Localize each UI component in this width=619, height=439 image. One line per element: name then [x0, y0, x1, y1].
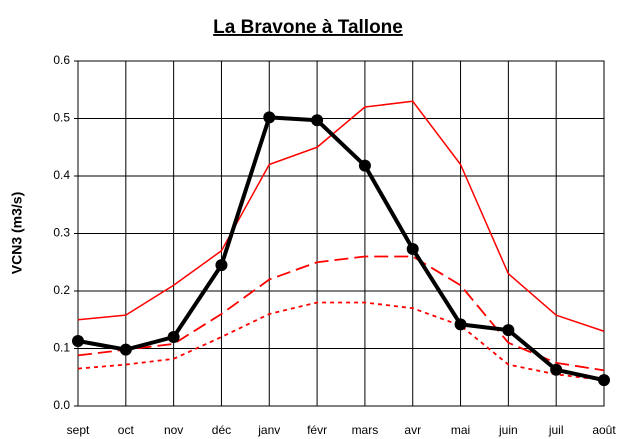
data-point — [454, 318, 467, 331]
data-point — [215, 259, 228, 272]
data-point — [311, 114, 324, 127]
x-tick-label: mars — [352, 423, 379, 437]
data-point — [358, 159, 371, 172]
y-tick-label: 0.4 — [53, 168, 70, 182]
chart-title: La Bravone à Tallone — [213, 17, 403, 38]
x-tick-label: juin — [498, 423, 518, 437]
series-line — [77, 100, 605, 332]
series-line — [77, 115, 605, 383]
data-point — [263, 111, 276, 124]
series-line — [77, 255, 605, 372]
y-tick-label: 0.1 — [53, 341, 70, 355]
data-point — [72, 335, 84, 348]
plot-border — [77, 60, 605, 407]
y-tick-label: 0.5 — [53, 111, 70, 125]
x-tick-label: déc — [212, 423, 231, 437]
y-axis-label: VCN3 (m3/s) — [9, 192, 25, 274]
data-point — [598, 374, 610, 387]
y-tick-label: 0.3 — [53, 226, 70, 240]
x-tick-label: nov — [164, 423, 183, 437]
data-point — [502, 324, 515, 337]
x-tick-label: juil — [548, 423, 564, 437]
data-point — [406, 243, 419, 256]
x-tick-label: mai — [451, 423, 470, 437]
data-point — [167, 331, 180, 343]
data-point — [119, 343, 132, 356]
y-tick-label: 0.0 — [53, 398, 70, 412]
x-tick-label: avr — [404, 423, 421, 437]
y-tick-label: 0.2 — [53, 283, 70, 297]
x-tick-label: août — [592, 423, 616, 437]
x-tick-label: sept — [67, 423, 90, 437]
x-tick-label: févr — [307, 423, 327, 437]
series-line — [77, 301, 605, 382]
x-tick-label: janv — [257, 423, 280, 437]
data-point — [550, 363, 563, 376]
y-tick-label: 0.6 — [53, 53, 70, 67]
x-tick-label: oct — [118, 423, 135, 437]
